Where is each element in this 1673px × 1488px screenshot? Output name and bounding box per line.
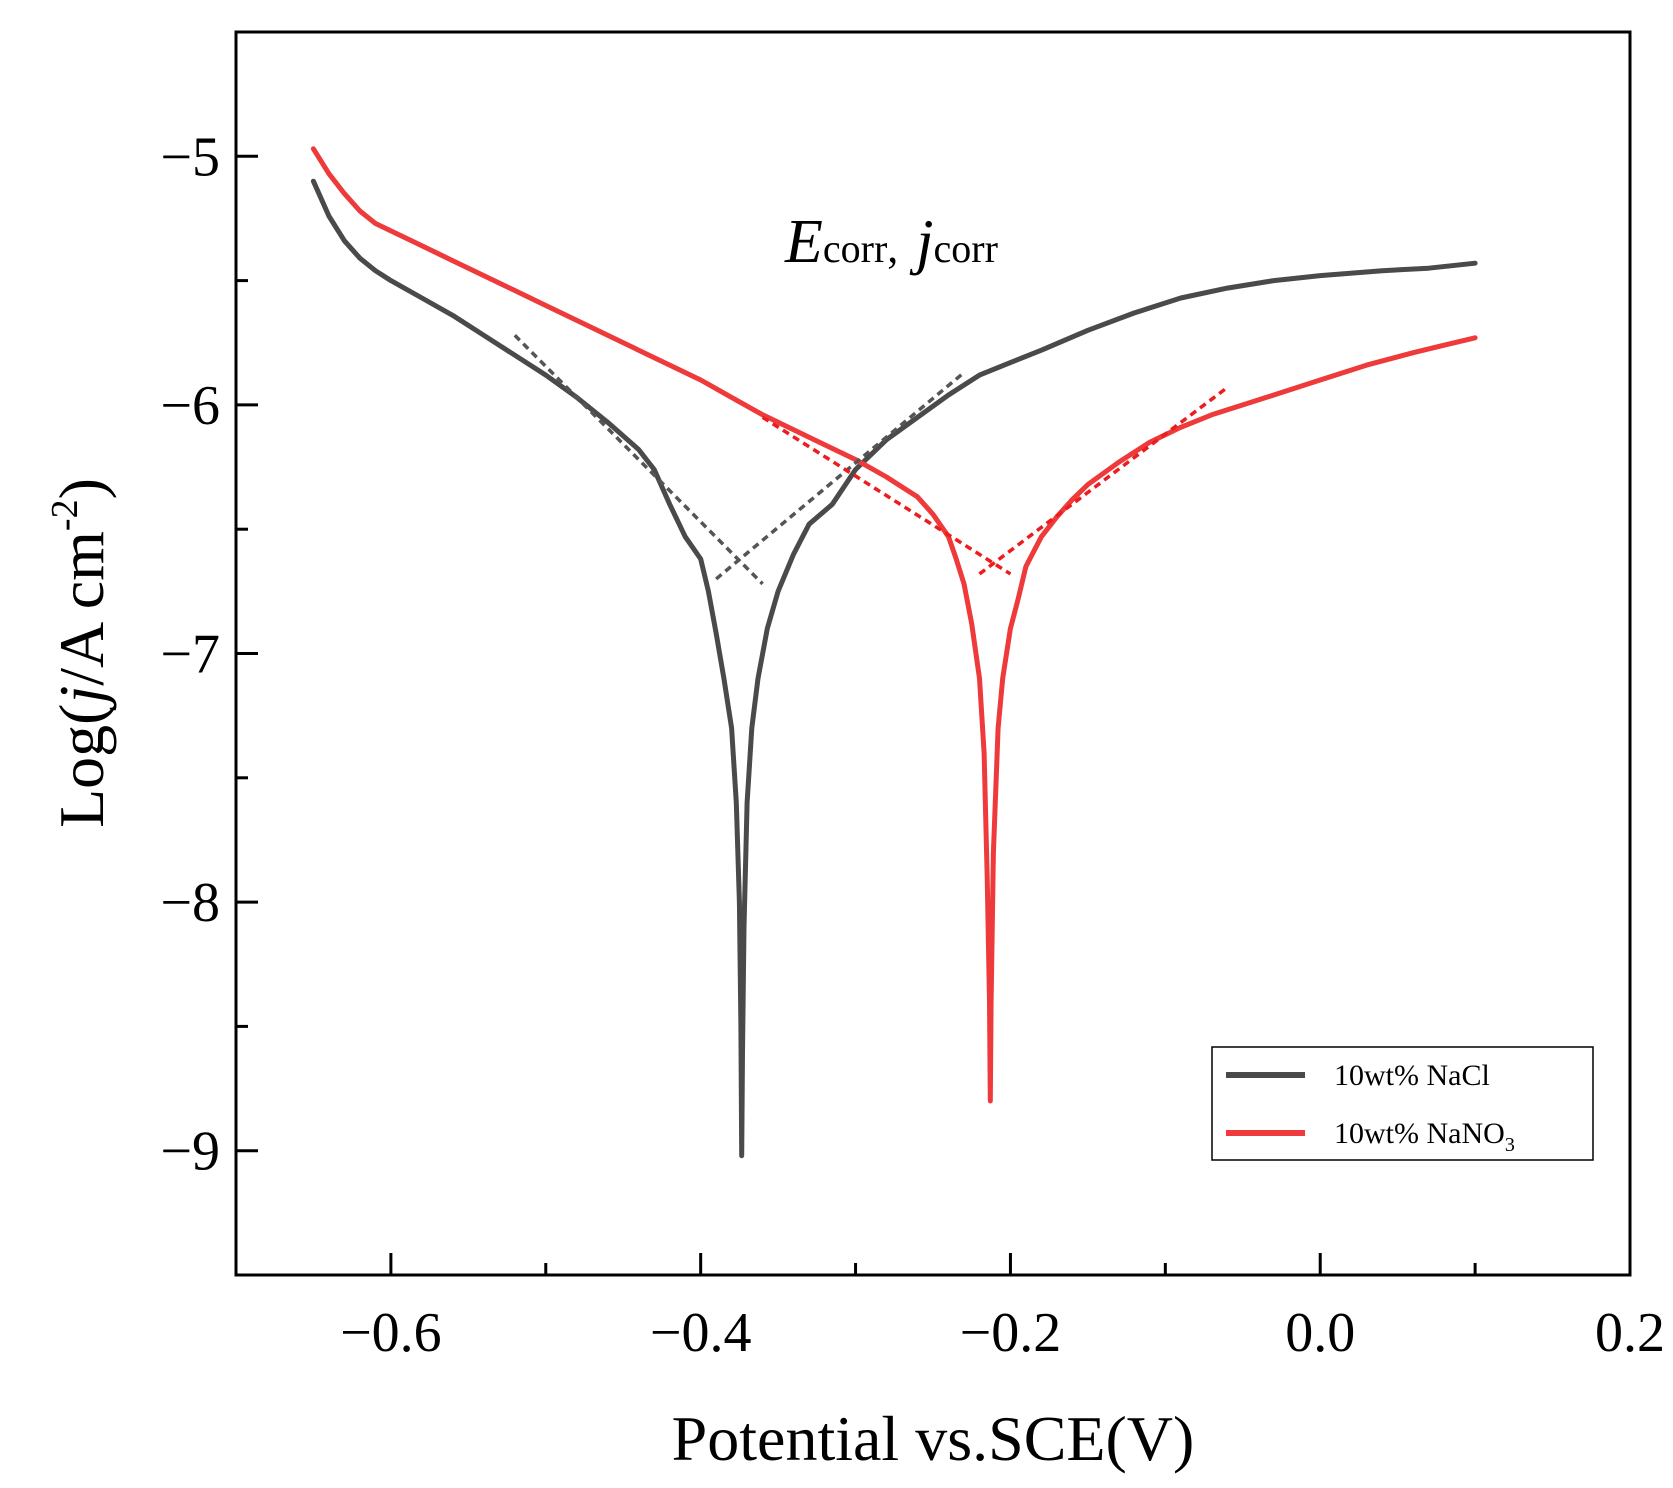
x-tick-label: 0.2 — [1595, 1302, 1665, 1364]
ticks-layer: −0.6 −0.4 −0.2 0.0 0.2 −5 −6 −7 −8 −9 — [160, 126, 1665, 1364]
annotation-e-subscript: corr — [823, 226, 887, 271]
annotation-e-symbol: E — [784, 208, 823, 276]
y-axis-title-unit: /A cm — [46, 531, 117, 686]
y-tick-label: −8 — [160, 872, 220, 934]
x-tick-label: −0.2 — [960, 1302, 1062, 1364]
legend-label-nano3-main: 10wt% NaNO — [1334, 1117, 1505, 1150]
y-tick-label: −5 — [160, 126, 220, 188]
x-axis-title: Potential vs.SCE(V) — [672, 1403, 1195, 1474]
annotation-separator: , — [887, 223, 898, 272]
y-tick-label: −9 — [160, 1121, 220, 1183]
y-tick-label: −6 — [160, 375, 220, 437]
legend-label-nano3-subscript: 3 — [1505, 1134, 1515, 1156]
legend-label-nacl: 10wt% NaCl — [1334, 1059, 1490, 1092]
series-line-nacl — [310, 178, 1478, 1159]
series-line-nano3 — [310, 146, 1478, 1104]
y-axis-title: Log(j/A cm-2) — [44, 478, 117, 828]
tafel-fit-line — [513, 334, 764, 586]
y-axis-title-prefix: Log( — [46, 704, 117, 828]
tafel-fit-line — [978, 386, 1229, 576]
x-tick-label: 0.0 — [1285, 1302, 1355, 1364]
y-axis-title-exponent: -2 — [44, 499, 86, 531]
y-tick-label: −7 — [160, 624, 220, 686]
annotation-j-subscript: corr — [934, 226, 998, 271]
legend-label-nacl-main: 10wt% NaCl — [1334, 1059, 1490, 1092]
y-axis-title-suffix: ) — [46, 478, 117, 499]
legend-box — [1211, 1046, 1594, 1161]
legend-label-nano3: 10wt% NaNO3 — [1334, 1117, 1515, 1156]
x-tick-label: −0.4 — [650, 1302, 752, 1364]
legend: 10wt% NaCl 10wt% NaNO3 — [1211, 1046, 1594, 1161]
tafel-fit-line — [715, 371, 966, 581]
x-tick-label: −0.6 — [340, 1302, 442, 1364]
series-layer — [310, 146, 1478, 1159]
tafel-fit-line — [761, 415, 1012, 576]
